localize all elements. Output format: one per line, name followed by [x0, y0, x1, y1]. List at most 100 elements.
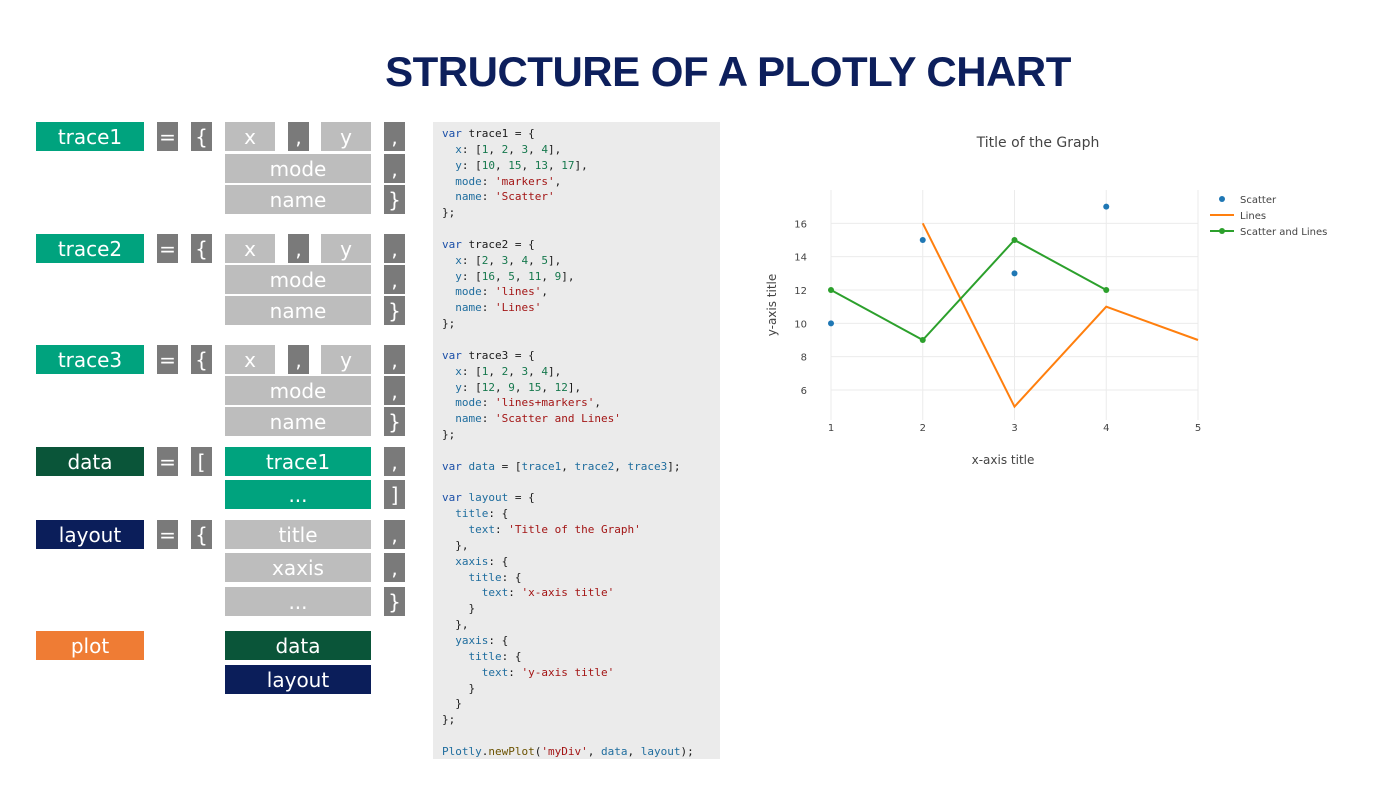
layout-ellipsis-field: ... — [225, 587, 371, 616]
layout-title-field: title — [225, 520, 371, 549]
x-gridlines — [830, 190, 1199, 420]
layout-close-brace: } — [384, 587, 405, 616]
y-gridlines — [831, 222, 1198, 391]
trace3-mode-comma: , — [384, 376, 405, 405]
code-line: y: [12, 9, 15, 12], — [455, 380, 582, 394]
code-line: }; — [442, 713, 456, 727]
y-tick-label: 6 — [801, 386, 807, 397]
trace1-label: trace1 — [36, 122, 144, 151]
code-line: x: [1, 2, 3, 4], — [455, 142, 562, 156]
legend-marker — [1219, 228, 1225, 234]
chart-title: Title of the Graph — [976, 135, 1100, 151]
code-line: mode: 'lines', — [455, 285, 548, 299]
series-line — [921, 222, 1199, 409]
trace3-y-field: y — [321, 345, 371, 374]
code-panel: var trace1 = { x: [1, 2, 3, 4], y: [10, … — [433, 122, 720, 759]
code-line: title: { — [455, 507, 509, 521]
data-label: data — [36, 447, 144, 476]
code-line: } — [442, 602, 476, 616]
code-line: } — [442, 697, 462, 711]
data-open-bracket: [ — [191, 447, 212, 476]
trace3-equals: = — [157, 345, 178, 374]
trace3-open-brace: { — [191, 345, 212, 374]
series-layer — [828, 203, 1199, 409]
trace2-comma: , — [384, 234, 405, 263]
trace3-mode-field: mode — [225, 376, 371, 405]
trace1-mode-field: mode — [225, 154, 371, 183]
data-point — [919, 237, 926, 243]
code-line: text: 'x-axis title' — [481, 586, 615, 600]
data-comma: , — [384, 447, 405, 476]
trace3-comma: , — [384, 345, 405, 374]
code-line: name: 'Lines' — [455, 301, 542, 315]
code-line: var trace2 = { — [442, 237, 535, 251]
data-point — [1103, 203, 1110, 210]
code-line: var trace3 = { — [442, 348, 535, 362]
trace3-xy-comma: , — [288, 345, 309, 374]
data-point — [919, 337, 926, 343]
code-line: name: 'Scatter' — [455, 190, 555, 204]
code-line: name: 'Scatter and Lines' — [455, 412, 621, 426]
trace2-open-brace: { — [191, 234, 212, 263]
chart-legend: Scatter Lines Scatter and Lines — [1210, 195, 1327, 238]
layout-open-brace: { — [191, 520, 212, 549]
trace1-xy-comma: , — [288, 122, 309, 151]
y-tick-label: 10 — [794, 319, 807, 330]
layout-xaxis-comma: , — [384, 553, 405, 582]
trace3-name-field: name — [225, 407, 371, 436]
code-line: }; — [442, 317, 456, 331]
y-tick-label: 12 — [794, 286, 807, 297]
series-line — [830, 238, 1107, 342]
data-point — [1011, 237, 1018, 243]
data-item-ellipsis: ... — [225, 480, 371, 509]
legend-marker — [1219, 196, 1225, 202]
trace1-comma: , — [384, 122, 405, 151]
page-title: STRUCTURE OF A PLOTLY CHART — [385, 48, 1071, 95]
code-line: var data = [trace1, trace2, trace3]; — [442, 459, 681, 473]
code-line: y: [10, 15, 13, 17], — [455, 158, 588, 172]
trace2-label: trace2 — [36, 234, 144, 263]
code-block: var trace1 = { x: [1, 2, 3, 4], y: [10, … — [433, 122, 720, 760]
trace3-x-field: x — [225, 345, 275, 374]
trace2-name-field: name — [225, 296, 371, 325]
layout-label: layout — [36, 520, 144, 549]
trace2-mode-field: mode — [225, 265, 371, 294]
x-tick-label: 4 — [1103, 423, 1109, 434]
trace2-x-field: x — [225, 234, 275, 263]
legend-label: Scatter and Lines — [1240, 227, 1327, 238]
code-line: x: [2, 3, 4, 5], — [455, 253, 562, 267]
code-line: }, — [442, 618, 469, 632]
y-tick-label: 16 — [794, 219, 807, 230]
data-equals: = — [157, 447, 178, 476]
data-point — [828, 287, 834, 293]
data-point — [1103, 287, 1110, 293]
layout-equals: = — [157, 520, 178, 549]
trace1-name-field: name — [225, 185, 371, 214]
layout-xaxis-field: xaxis — [225, 553, 371, 582]
x-axis-title: x-axis title — [972, 453, 1035, 467]
legend-label: Lines — [1240, 211, 1266, 222]
trace1-y-field: y — [321, 122, 371, 151]
code-line: text: 'Title of the Graph' — [468, 523, 641, 537]
code-line: } — [442, 681, 476, 695]
legend-label: Scatter — [1240, 195, 1277, 206]
y-tick-label: 14 — [794, 253, 807, 264]
x-tick-label: 2 — [920, 423, 926, 434]
code-line: var layout = { — [442, 491, 535, 505]
trace2-close-brace: } — [384, 296, 405, 325]
trace1-close-brace: } — [384, 185, 405, 214]
trace2-y-field: y — [321, 234, 371, 263]
x-tick-label: 5 — [1195, 423, 1201, 434]
code-line: Plotly.newPlot('myDiv', data, layout); — [442, 744, 694, 758]
trace2-equals: = — [157, 234, 178, 263]
trace1-equals: = — [157, 122, 178, 151]
code-line: var trace1 = { — [442, 127, 535, 140]
plot-layout-arg: layout — [225, 665, 371, 694]
trace3-close-brace: } — [384, 407, 405, 436]
x-tick-label: 1 — [828, 423, 834, 434]
code-line: }; — [442, 428, 456, 442]
layout-title-comma: , — [384, 520, 405, 549]
trace2-mode-comma: , — [384, 265, 405, 294]
code-line: x: [1, 2, 3, 4], — [455, 364, 562, 378]
